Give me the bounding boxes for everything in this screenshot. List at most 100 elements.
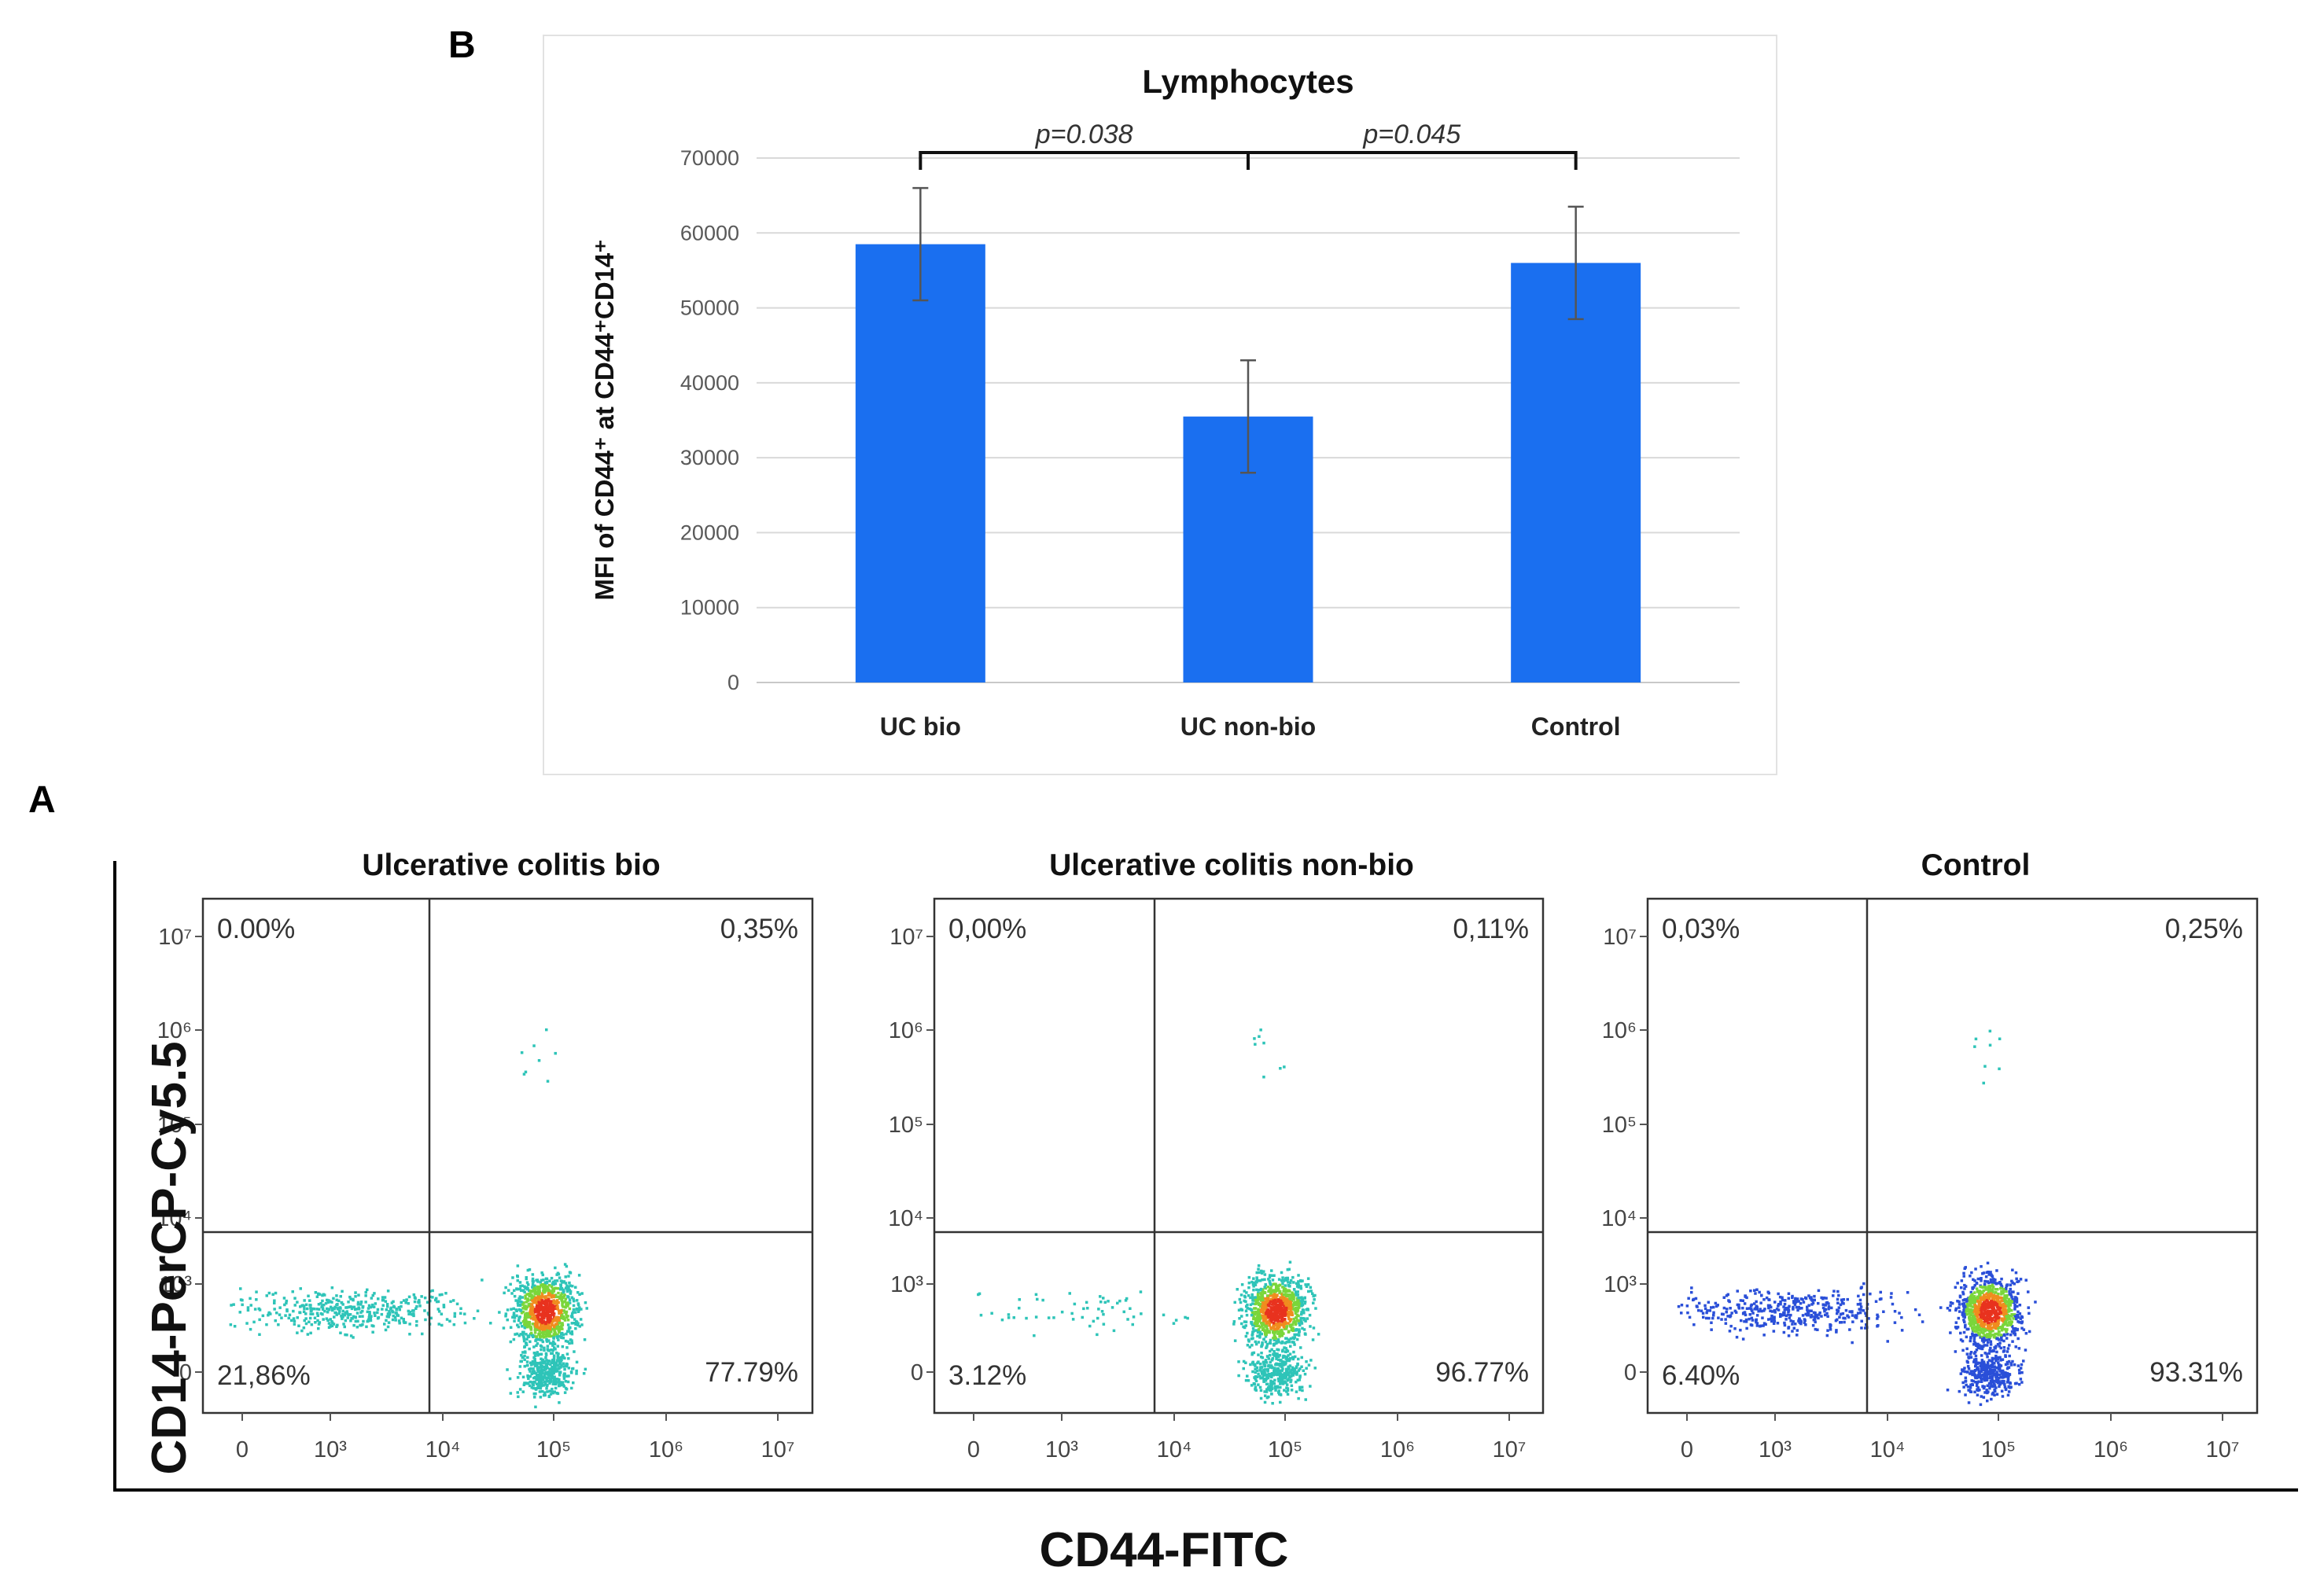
flow-dot	[1954, 1286, 1958, 1289]
flow-dot	[1259, 1366, 1262, 1369]
flow-dot	[1291, 1304, 1295, 1307]
flow-dot	[544, 1352, 548, 1356]
flow-dot	[567, 1296, 570, 1299]
flow-dot	[1284, 1308, 1287, 1311]
flow-dot	[536, 1368, 540, 1371]
flow-dot	[565, 1310, 569, 1314]
flow-dot	[1304, 1333, 1307, 1336]
flow-dot	[1975, 1327, 1978, 1331]
flow-dot	[1768, 1304, 1772, 1308]
flow-dot	[558, 1384, 561, 1388]
flow-dot	[558, 1381, 562, 1384]
flow-dot	[549, 1300, 553, 1303]
flow-dot	[1787, 1326, 1790, 1330]
flow-dot	[1236, 1288, 1239, 1291]
flow-dot	[550, 1375, 553, 1378]
flow-dot	[1287, 1305, 1291, 1308]
x-tick-label: 10⁷	[1493, 1437, 1527, 1462]
flow-dot	[1969, 1383, 1972, 1387]
flow-dot	[1860, 1319, 1863, 1323]
flow-dot	[979, 1313, 983, 1317]
flow-dot	[1303, 1297, 1306, 1300]
flow-dot	[392, 1305, 396, 1308]
flow-dot	[1036, 1297, 1039, 1301]
x-tick-label: 0	[967, 1437, 980, 1462]
flow-dot	[1295, 1333, 1298, 1337]
flow-dot	[1966, 1365, 1970, 1368]
flow-dot	[560, 1308, 564, 1312]
flow-dot	[303, 1299, 306, 1302]
flow-dot	[563, 1293, 566, 1297]
flow-dot	[384, 1328, 388, 1332]
flow-dot	[1264, 1283, 1268, 1286]
flow-dot	[1729, 1307, 1732, 1310]
flow-dot	[532, 1301, 535, 1304]
flow-dot	[1252, 1285, 1255, 1288]
flow-dot	[2004, 1308, 2007, 1311]
flow-dot	[1276, 1332, 1280, 1335]
flow-dot	[1961, 1381, 1965, 1385]
flow-dot	[570, 1322, 574, 1325]
flow-dot	[2018, 1371, 2021, 1374]
flow-dot	[529, 1331, 533, 1335]
flow-dot	[1289, 1345, 1292, 1348]
flow-dot	[1256, 1299, 1259, 1302]
flow-dot	[1255, 1366, 1259, 1370]
flow-dot	[548, 1283, 551, 1287]
flow-dot	[1994, 1278, 1997, 1282]
flow-dot	[562, 1365, 565, 1368]
flow-dot	[513, 1294, 517, 1298]
flow-dot	[2014, 1271, 2018, 1275]
flow-dot	[1997, 1292, 2000, 1296]
flow-dot	[1750, 1309, 1754, 1312]
flow-dot	[1966, 1305, 1969, 1308]
flow-dot	[525, 1305, 529, 1309]
flow-plot-title: Control	[1921, 848, 2031, 882]
flow-dot	[560, 1383, 563, 1386]
flow-dot	[1276, 1391, 1280, 1394]
flow-dot	[1976, 1315, 1980, 1319]
flow-dot	[1126, 1318, 1129, 1321]
flow-dot	[2003, 1310, 2006, 1313]
flow-dot	[576, 1310, 580, 1313]
flow-dot	[1270, 1366, 1274, 1369]
flow-dot	[1976, 1389, 1980, 1393]
flow-dot	[1777, 1308, 1781, 1312]
flow-dot	[1277, 1393, 1281, 1396]
flow-dot	[1976, 1376, 1979, 1380]
flow-dot	[411, 1313, 414, 1316]
flow-dot	[553, 1330, 557, 1334]
flow-dot	[1308, 1313, 1312, 1317]
flow-dot	[1976, 1320, 1980, 1323]
flow-dot	[1280, 1323, 1284, 1326]
flow-dot	[1964, 1326, 1967, 1329]
flow-dot	[1994, 1313, 1998, 1316]
flow-dot	[1261, 1302, 1264, 1306]
flow-dot	[545, 1384, 549, 1388]
flow-dot	[1959, 1372, 1963, 1375]
flow-dot	[1287, 1307, 1291, 1310]
flow-dot	[1269, 1300, 1272, 1304]
flow-dot	[553, 1307, 556, 1310]
flow-dot	[1991, 1317, 1994, 1320]
flow-dot	[339, 1307, 342, 1310]
flow-dot	[1825, 1301, 1829, 1304]
flow-dot	[554, 1379, 558, 1382]
flow-dot	[2016, 1313, 2020, 1317]
flow-dot	[1258, 1334, 1261, 1337]
flow-dot	[1988, 1313, 1991, 1316]
flow-dot	[564, 1306, 567, 1309]
flow-dot	[532, 1334, 536, 1337]
flow-dot	[2022, 1359, 2025, 1363]
flow-dot	[1997, 1356, 2000, 1359]
flow-dot	[1267, 1357, 1270, 1360]
flow-dot	[337, 1299, 341, 1303]
flow-dot	[307, 1294, 310, 1297]
flow-dot	[555, 1326, 558, 1330]
flow-dot	[293, 1297, 296, 1300]
flow-dot	[2005, 1387, 2008, 1391]
flow-dot	[1279, 1320, 1283, 1323]
flow-dot	[369, 1319, 373, 1322]
flow-dot	[1251, 1333, 1254, 1336]
flow-dot	[563, 1300, 566, 1304]
